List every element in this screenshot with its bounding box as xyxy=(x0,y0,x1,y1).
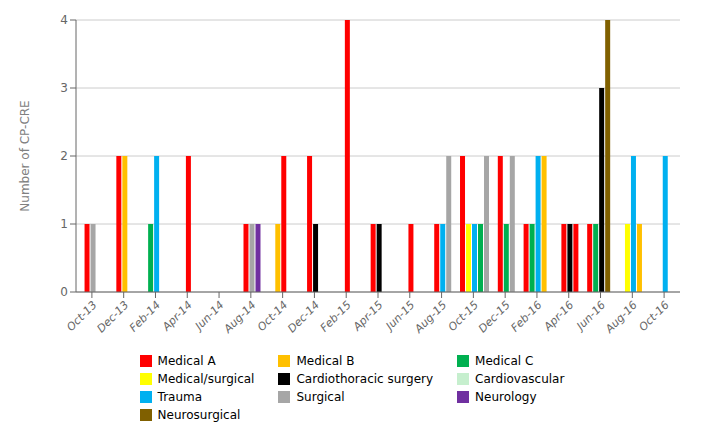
svg-text:Jun-16: Jun-16 xyxy=(573,298,608,333)
svg-text:3: 3 xyxy=(60,81,68,95)
svg-text:Aug-14: Aug-14 xyxy=(221,298,259,336)
svg-text:Jun-14: Jun-14 xyxy=(191,298,226,333)
svg-text:Oct-15: Oct-15 xyxy=(446,298,481,333)
html-text:Medical A: Medical A xyxy=(157,354,216,368)
svg-text:Dec-13: Dec-13 xyxy=(94,298,131,335)
svg-text:Oct-16: Oct-16 xyxy=(636,298,671,333)
html-text:Medical B: Medical B xyxy=(296,354,355,368)
html-text:Trauma: Trauma xyxy=(157,390,203,404)
html-text:Neurology: Neurology xyxy=(475,390,537,404)
svg-text:Feb-15: Feb-15 xyxy=(318,298,354,334)
html-text:Medical C: Medical C xyxy=(475,354,534,368)
svg-text:Aug-15: Aug-15 xyxy=(411,298,449,336)
svg-text:0: 0 xyxy=(60,285,68,299)
svg-text:Dec-15: Dec-15 xyxy=(476,298,513,335)
svg-text:Jun-15: Jun-15 xyxy=(382,298,417,333)
svg-text:4: 4 xyxy=(60,13,68,27)
html-text:Surgical: Surgical xyxy=(296,390,345,404)
svg-text:Dec-14: Dec-14 xyxy=(285,298,322,335)
svg-text:Apr-16: Apr-16 xyxy=(541,298,577,334)
svg-text:Aug-16: Aug-16 xyxy=(602,298,640,336)
html-text:Neurosurgical: Neurosurgical xyxy=(157,408,241,422)
html-text:Cardiovascular: Cardiovascular xyxy=(475,372,565,386)
svg-text:Feb-16: Feb-16 xyxy=(508,298,544,334)
html-text:Cardiothoracic surgery: Cardiothoracic surgery xyxy=(296,372,434,386)
svg-text:Apr-15: Apr-15 xyxy=(350,298,386,334)
svg-text:Oct-14: Oct-14 xyxy=(255,298,290,333)
svg-text:Number of CP-CRE: Number of CP-CRE xyxy=(18,100,32,211)
svg-text:Feb-14: Feb-14 xyxy=(127,298,163,334)
svg-text:Oct-13: Oct-13 xyxy=(64,298,99,333)
svg-text:1: 1 xyxy=(60,217,68,231)
svg-text:2: 2 xyxy=(60,149,68,163)
html-text:Medical/surgical: Medical/surgical xyxy=(157,372,255,386)
svg-text:Apr-14: Apr-14 xyxy=(159,298,195,334)
